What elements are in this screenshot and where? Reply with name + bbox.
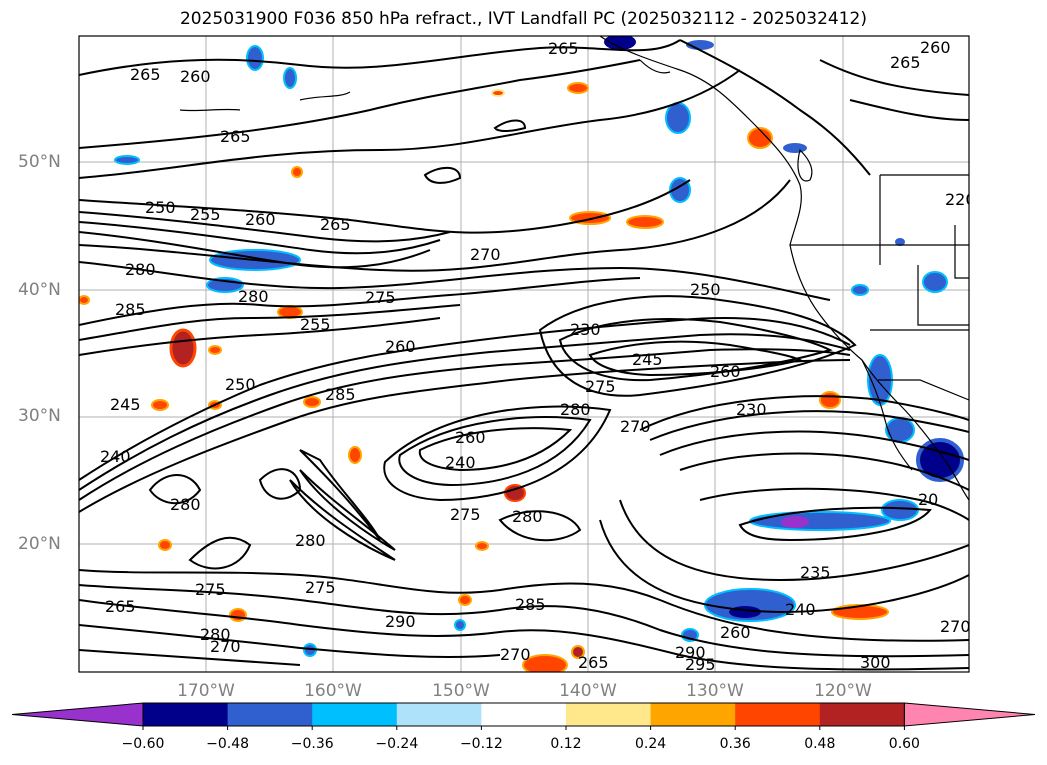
contour-label: 245 <box>632 350 663 369</box>
colorbar-segment <box>650 703 736 726</box>
shaded-anomalies <box>79 36 964 672</box>
colorbar-segment <box>143 703 229 726</box>
colorbar-frame <box>142 702 905 727</box>
colorbar-tick-label: 0.36 <box>719 736 751 752</box>
map-title: 2025031900 F036 850 hPa refract., IVT La… <box>179 9 867 29</box>
contour-label: 270 <box>210 637 241 656</box>
contour-label: 250 <box>225 375 256 394</box>
contour-label: 285 <box>325 385 356 404</box>
contour-label: 265 <box>105 597 136 616</box>
colorbar-tick-label: −0.36 <box>290 736 334 752</box>
lat-label-50n: 50°N <box>18 152 61 172</box>
colorbar-tick-label: −0.48 <box>206 736 250 752</box>
colorbar-segment <box>481 703 567 726</box>
lat-label-40n: 40°N <box>18 280 61 300</box>
contour-label: 280 <box>170 495 201 514</box>
graticule <box>79 36 969 672</box>
contour-label: 270 <box>500 645 531 664</box>
contour-label: 260 <box>710 362 741 381</box>
contour-label: 285 <box>115 300 146 319</box>
colorbar-segment <box>819 703 905 726</box>
refractivity-contours <box>79 39 969 671</box>
contour-label: 265 <box>220 127 251 146</box>
colorbar-extend-low <box>11 702 144 727</box>
contour-label: 235 <box>800 563 831 582</box>
contour-label: 245 <box>110 395 141 414</box>
contour-label: 260 <box>455 428 486 447</box>
contour-label: 260 <box>180 67 211 86</box>
colorbar-segment <box>396 703 482 726</box>
colorbar-segment <box>566 703 652 726</box>
contour-label: 240 <box>785 600 816 619</box>
colorbar-segment <box>227 703 313 726</box>
colorbar-extend-high <box>903 702 1036 727</box>
colorbar-segment <box>312 703 398 726</box>
contour-label: 250 <box>145 198 176 217</box>
contour-label: 265 <box>548 39 579 58</box>
contour-label: 260 <box>245 210 276 229</box>
contour-label: 275 <box>450 505 481 524</box>
lon-label-170w: 170°W <box>177 681 235 701</box>
contour-label: 230 <box>736 400 767 419</box>
lon-label-130w: 130°W <box>686 681 744 701</box>
contour-label: 295 <box>685 655 716 674</box>
contour-label: 275 <box>585 377 616 396</box>
contour-label: 280 <box>512 507 543 526</box>
colorbar-tick-label: −0.24 <box>375 736 419 752</box>
contour-label: 290 <box>385 612 416 631</box>
contour-label: 275 <box>305 578 336 597</box>
contour-label: 255 <box>300 315 331 334</box>
colorbar-segment <box>735 703 821 726</box>
contour-label: 250 <box>690 280 721 299</box>
contour-label: 20 <box>918 490 938 509</box>
contour-label: 270 <box>620 417 651 436</box>
contour-label: 220 <box>945 190 976 209</box>
contour-label: 240 <box>100 447 131 466</box>
lon-label-140w: 140°W <box>559 681 617 701</box>
contour-label: 265 <box>130 65 161 84</box>
contour-label: 280 <box>238 287 269 306</box>
contour-label: 275 <box>195 580 226 599</box>
colorbar-tick-label: 0.24 <box>635 736 667 752</box>
lon-label-120w: 120°W <box>814 681 872 701</box>
contour-label: 280 <box>125 260 156 279</box>
contour-label: 300 <box>860 653 891 672</box>
contour-label: 280 <box>200 625 231 644</box>
contour-label: 285 <box>515 595 546 614</box>
contour-label: 260 <box>385 337 416 356</box>
colorbar-tick-label: 0.12 <box>550 736 582 752</box>
contour-label: 290 <box>675 643 706 662</box>
colorbar-tick-label: −0.12 <box>459 736 503 752</box>
contour-label: 280 <box>295 531 326 550</box>
lon-label-150w: 150°W <box>432 681 490 701</box>
contour-label: 260 <box>920 38 951 57</box>
colorbar-tick-label: 0.48 <box>804 736 836 752</box>
contour-labels: 265 260 265 260 265 250 255 260 265 270 … <box>100 38 976 674</box>
contour-label: 265 <box>578 653 609 672</box>
contour-label: 230 <box>570 320 601 339</box>
colorbar-tick-label: 0.60 <box>888 736 920 752</box>
contour-label: 260 <box>720 623 751 642</box>
colorbar <box>11 702 1036 730</box>
lon-label-160w: 160°W <box>304 681 362 701</box>
contour-label: 265 <box>320 215 351 234</box>
contour-label: 255 <box>190 205 221 224</box>
lat-label-30n: 30°N <box>18 406 61 426</box>
colorbar-tick-label: −0.60 <box>121 736 165 752</box>
contour-label: 265 <box>890 53 921 72</box>
contour-label: 280 <box>560 400 591 419</box>
coastlines <box>179 36 969 501</box>
contour-label: 270 <box>940 617 971 636</box>
contour-label: 275 <box>365 288 396 307</box>
lat-label-20n: 20°N <box>18 534 61 554</box>
contour-label: 270 <box>470 245 501 264</box>
contour-label: 240 <box>445 453 476 472</box>
